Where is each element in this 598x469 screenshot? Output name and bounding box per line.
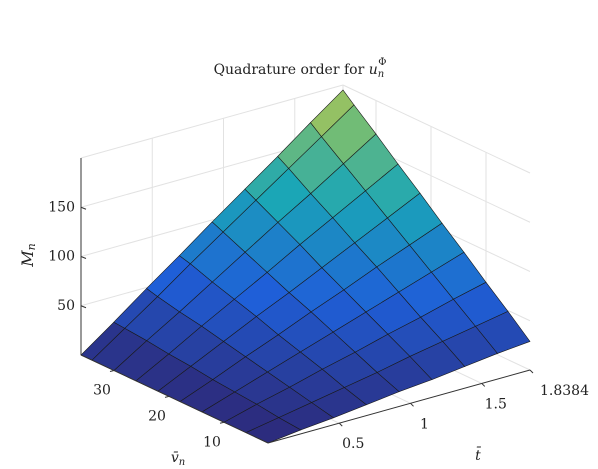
box-edge [342, 84, 531, 174]
x-tick-label: 20 [148, 408, 166, 424]
y-tick [529, 369, 534, 374]
z-label: M [18, 250, 37, 268]
z-tick [80, 305, 87, 309]
title-text: Quadrature order for [214, 62, 365, 78]
title-sup: Φ [378, 57, 386, 68]
y-tick [410, 402, 414, 407]
y-tick [338, 422, 343, 427]
z-tick [80, 256, 87, 259]
z-tick-label: 50 [57, 298, 75, 314]
x-tick-label: 30 [93, 383, 111, 399]
y-tick-label: 1 [420, 416, 429, 432]
y-tick-label: 1.5 [485, 396, 507, 412]
x-label-sub: n [179, 457, 185, 468]
x-tick [164, 395, 170, 398]
title-var: u [369, 62, 378, 78]
box-edge [80, 84, 344, 159]
z-label-sub: n [25, 243, 38, 250]
z-tick [80, 206, 87, 210]
z-axis-label: Mn [18, 243, 39, 267]
x-tick [219, 421, 225, 424]
x-label: v̄ [171, 450, 179, 466]
x-axis [80, 354, 269, 444]
x-axis-label: v̄n [171, 450, 185, 468]
y-tick [481, 383, 486, 387]
title-sub: n [378, 69, 384, 80]
y-tick-label: 0.5 [342, 436, 364, 452]
z-tick-label: 100 [48, 249, 75, 265]
x-tick-label: 10 [203, 434, 221, 450]
y-axis-label: t̄ [475, 446, 482, 464]
z-tick-label: 150 [48, 199, 75, 215]
chart-title: Quadrature order for unΦ [214, 57, 387, 80]
y-tick-label: 1.8384 [540, 383, 589, 399]
x-tick [109, 370, 115, 373]
y-axis [267, 369, 531, 444]
